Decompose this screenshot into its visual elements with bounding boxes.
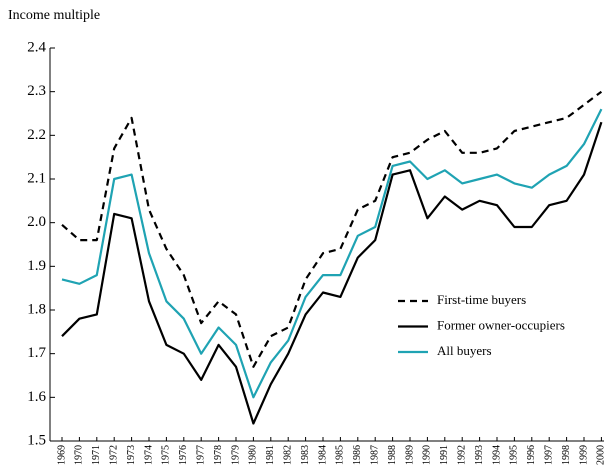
y-tick-label: 2.0 [27, 214, 46, 230]
x-tick-label: 1993 [474, 445, 485, 465]
x-tick-label: 1997 [543, 445, 554, 465]
x-tick-label: 1988 [387, 445, 398, 465]
x-tick-label: 1982 [282, 445, 293, 465]
x-tick-label: 1979 [230, 445, 241, 465]
x-tick-label: 1975 [161, 445, 172, 465]
x-tick-label: 1972 [108, 445, 119, 465]
y-tick-label: 2.4 [27, 39, 46, 55]
y-tick-label: 1.7 [27, 345, 46, 361]
x-tick-label: 1974 [143, 445, 154, 465]
x-tick-label: 1990 [422, 445, 433, 465]
x-tick-label: 1999 [578, 445, 589, 465]
y-tick-label: 1.5 [27, 432, 46, 448]
legend-label: All buyers [437, 343, 492, 358]
x-tick-label: 1971 [91, 445, 102, 465]
legend-label: First-time buyers [437, 292, 526, 307]
x-tick-label: 1981 [265, 445, 276, 465]
x-tick-label: 1983 [300, 445, 311, 465]
x-tick-label: 1977 [195, 445, 206, 465]
x-tick-label: 1973 [126, 445, 137, 465]
x-tick-label: 1970 [74, 445, 85, 465]
y-axis-label: Income multiple [8, 8, 100, 23]
y-tick-label: 1.6 [27, 389, 46, 405]
x-tick-label: 1994 [491, 445, 502, 465]
series-line [61, 90, 603, 368]
x-tick-label: 1992 [456, 445, 467, 465]
x-tick-label: 1976 [178, 445, 189, 465]
y-tick-label: 2.2 [27, 127, 46, 143]
series-line [61, 108, 603, 399]
y-tick-label: 1.8 [27, 301, 46, 317]
x-tick-label: 1991 [439, 445, 450, 465]
x-tick-label: 1985 [335, 445, 346, 465]
y-tick-label: 2.1 [27, 170, 46, 186]
x-tick-label: 2000 [596, 445, 605, 465]
legend-label: Former owner-occupiers [437, 317, 565, 332]
x-tick-label: 1998 [561, 445, 572, 465]
x-tick-label: 1978 [213, 445, 224, 465]
x-tick-label: 1984 [317, 445, 328, 465]
y-tick-label: 1.9 [27, 258, 46, 274]
x-tick-label: 1987 [369, 445, 380, 465]
x-tick-label: 1986 [352, 445, 363, 465]
x-tick-label: 1989 [404, 445, 415, 465]
series-line [61, 121, 603, 425]
x-tick-label: 1995 [509, 445, 520, 465]
x-tick-label: 1996 [526, 445, 537, 465]
y-tick-label: 2.3 [27, 83, 46, 99]
x-tick-label: 1969 [56, 445, 67, 465]
x-tick-label: 1980 [248, 445, 259, 465]
